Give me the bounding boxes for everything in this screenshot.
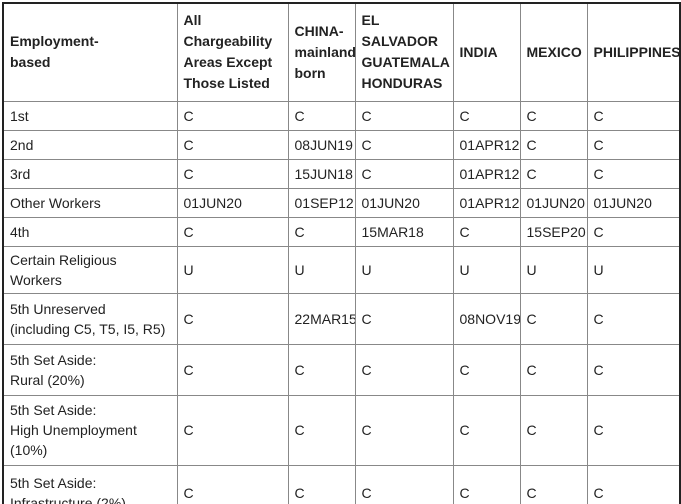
table-cell: U [452,245,521,294]
table-cell: C [519,129,588,160]
row-label: 5th Set Aside: Rural (20%) [2,343,178,396]
table-row-5th-set-aside-rural: 5th Set Aside: Rural (20%) C C C C C C [2,343,681,396]
table-cell: C [586,158,681,189]
table-cell: 01JUN20 [354,187,454,218]
table-cell: 01JUN20 [176,187,289,218]
table-cell: C [354,129,454,160]
table-cell: U [354,245,454,294]
table-cell: C [519,343,588,396]
row-label: 5th Set Aside: Infrastructure (2%) [2,464,178,504]
table-cell: 01APR12 [452,158,521,189]
table-cell: C [287,464,356,504]
table-cell: C [519,100,588,131]
column-header-employment-based: Employment- based [2,2,178,102]
row-label: 3rd [2,158,178,189]
row-label: Other Workers [2,187,178,218]
table-cell: C [586,292,681,345]
table-cell: C [176,129,289,160]
table-cell: C [586,129,681,160]
table-cell: U [287,245,356,294]
table-row-5th-set-aside-infrastructure: 5th Set Aside: Infrastructure (2%) C C C… [2,464,681,504]
table-cell: C [452,394,521,466]
table-cell: C [176,292,289,345]
column-header-all-chargeability: All Chargeability Areas Except Those Lis… [176,2,289,102]
table-cell: C [519,394,588,466]
column-header-philippines: PHILIPPINES [586,2,681,102]
table-cell: U [586,245,681,294]
column-header-china: CHINA- mainland born [287,2,356,102]
table-body: 1st C C C C C C 2nd C 08JUN19 C 01APR12 … [2,100,681,504]
table-row-other-workers: Other Workers 01JUN20 01SEP12 01JUN20 01… [2,187,681,218]
table-cell: C [519,464,588,504]
row-label: 4th [2,216,178,247]
row-label: 2nd [2,129,178,160]
table-cell: C [354,100,454,131]
table-cell: C [176,343,289,396]
table-row-certain-religious-workers: Certain Religious Workers U U U U U U [2,245,681,294]
table-cell: C [354,292,454,345]
table-cell: C [354,158,454,189]
table-cell: C [519,158,588,189]
table-cell: 01JUN20 [586,187,681,218]
column-header-mexico: MEXICO [519,2,588,102]
table-row-4th: 4th C C 15MAR18 C 15SEP20 C [2,216,681,247]
table-cell: 01SEP12 [287,187,356,218]
table-cell: C [354,394,454,466]
table-cell: C [586,464,681,504]
column-header-el-salvador-guatemala-honduras: EL SALVADOR GUATEMALA HONDURAS [354,2,454,102]
table-cell: C [452,100,521,131]
table-cell: C [287,394,356,466]
table-cell: C [176,100,289,131]
table-cell: 08JUN19 [287,129,356,160]
table-cell: C [586,343,681,396]
table-cell: C [176,158,289,189]
table-header: Employment- based All Chargeability Area… [2,2,681,102]
table-cell: C [586,100,681,131]
table-cell: 15MAR18 [354,216,454,247]
table-cell: C [176,464,289,504]
row-label: Certain Religious Workers [2,245,178,294]
table-cell: 22MAR15 [287,292,356,345]
table-row-5th-unreserved: 5th Unreserved (including C5, T5, I5, R5… [2,292,681,345]
row-label: 5th Unreserved (including C5, T5, I5, R5… [2,292,178,345]
table-cell: C [354,343,454,396]
table-cell: C [354,464,454,504]
table-row-5th-set-aside-high-unemployment: 5th Set Aside: High Unemployment (10%) C… [2,394,681,466]
table-cell: C [287,100,356,131]
table-cell: C [176,394,289,466]
table-cell: 01APR12 [452,129,521,160]
table-cell: U [519,245,588,294]
table-cell: C [287,343,356,396]
table-cell: C [452,464,521,504]
table-cell: 15JUN18 [287,158,356,189]
table-cell: 08NOV19 [452,292,521,345]
table-cell: C [176,216,289,247]
table-cell: C [452,343,521,396]
table-cell: C [586,394,681,466]
table-row-1st: 1st C C C C C C [2,100,681,131]
table-cell: 01JUN20 [519,187,588,218]
table-cell: C [519,292,588,345]
column-header-india: INDIA [452,2,521,102]
table-cell: 15SEP20 [519,216,588,247]
table-cell: C [287,216,356,247]
row-label: 5th Set Aside: High Unemployment (10%) [2,394,178,466]
row-label: 1st [2,100,178,131]
table-cell: C [452,216,521,247]
header-row: Employment- based All Chargeability Area… [2,2,681,102]
table-cell: 01APR12 [452,187,521,218]
table-row-3rd: 3rd C 15JUN18 C 01APR12 C C [2,158,681,189]
table-row-2nd: 2nd C 08JUN19 C 01APR12 C C [2,129,681,160]
table-cell: C [586,216,681,247]
table-cell: U [176,245,289,294]
